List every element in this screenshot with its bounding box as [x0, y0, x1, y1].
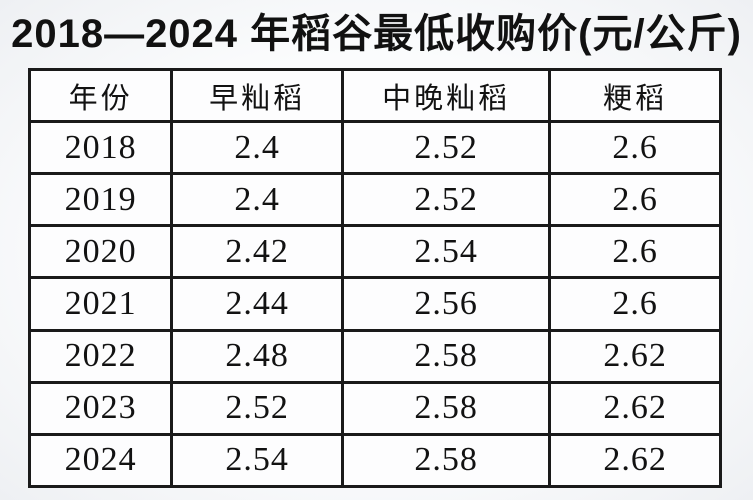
- cell-price: 2.6: [548, 172, 722, 228]
- table-row: 2023 2.52 2.58 2.62: [27, 380, 722, 436]
- cell-year: 2020: [27, 224, 174, 280]
- cell-year: 2024: [27, 432, 174, 489]
- column-header-japonica: 粳稻: [548, 68, 722, 123]
- table-header-row: 年份 早籼稻 中晚籼稻 粳稻: [27, 68, 722, 123]
- cell-price: 2.6: [548, 224, 722, 280]
- table-row: 2021 2.44 2.56 2.6: [27, 276, 722, 332]
- cell-price: 2.4: [170, 172, 345, 228]
- table-row: 2020 2.42 2.54 2.6: [27, 224, 722, 280]
- cell-price: 2.62: [548, 432, 722, 489]
- cell-year: 2023: [27, 380, 174, 436]
- cell-price: 2.44: [170, 276, 345, 332]
- cell-year: 2022: [27, 328, 174, 384]
- cell-price: 2.58: [341, 328, 552, 384]
- table-row: 2018 2.4 2.52 2.6: [27, 119, 722, 176]
- cell-year: 2021: [27, 276, 174, 332]
- cell-price: 2.54: [170, 432, 345, 489]
- cell-year: 2019: [27, 172, 174, 228]
- cell-price: 2.56: [341, 276, 552, 332]
- cell-price: 2.52: [341, 172, 552, 228]
- cell-price: 2.58: [341, 432, 552, 489]
- cell-price: 2.62: [548, 380, 722, 436]
- cell-price: 2.54: [341, 224, 552, 280]
- price-table: 年份 早籼稻 中晚籼稻 粳稻 2018 2.4 2.52 2.6 2019 2.…: [27, 68, 722, 489]
- table-row: 2022 2.48 2.58 2.62: [27, 328, 722, 384]
- column-header-early-indica: 早籼稻: [170, 68, 345, 123]
- cell-price: 2.58: [341, 380, 552, 436]
- cell-year: 2018: [27, 119, 174, 176]
- table-row: 2019 2.4 2.52 2.6: [27, 172, 722, 228]
- cell-price: 2.62: [548, 328, 722, 384]
- cell-price: 2.42: [170, 224, 345, 280]
- cell-price: 2.6: [548, 276, 722, 332]
- column-header-year: 年份: [27, 68, 174, 123]
- table-row: 2024 2.54 2.58 2.62: [27, 432, 722, 489]
- page-title: 2018—2024 年稻谷最低收购价(元/公斤): [11, 12, 742, 56]
- cell-price: 2.52: [170, 380, 345, 436]
- cell-price: 2.6: [548, 119, 722, 176]
- column-header-mid-late-indica: 中晚籼稻: [341, 68, 552, 123]
- cell-price: 2.52: [341, 119, 552, 176]
- cell-price: 2.4: [170, 119, 345, 176]
- cell-price: 2.48: [170, 328, 345, 384]
